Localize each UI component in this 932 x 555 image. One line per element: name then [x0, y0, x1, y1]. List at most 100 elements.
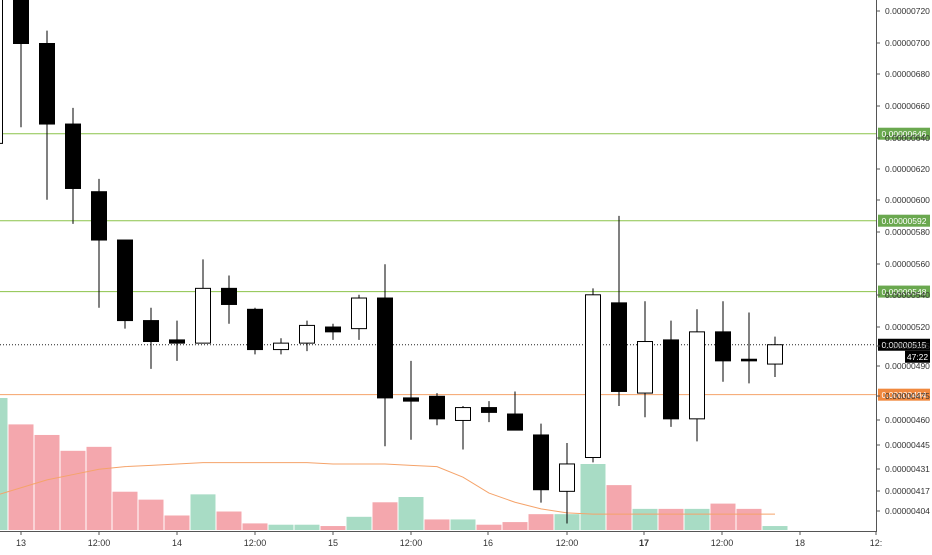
time-tick-label: 12:00 — [711, 538, 734, 548]
horizontal-levels: 0.00000646 0.00000592 0.00000548 0.00000484… — [0, 127, 930, 401]
candle-up — [585, 294, 601, 459]
volume-bar — [346, 516, 372, 530]
volume-bar — [8, 424, 34, 530]
candle-down — [715, 331, 731, 362]
time-tick-label: 13 — [16, 538, 26, 548]
price-tick-label: 0.00000620 — [885, 164, 930, 174]
volume-bar — [268, 524, 294, 530]
time-tick-label: 14 — [172, 538, 182, 548]
volume-bar — [372, 502, 398, 530]
level-label-bg — [878, 214, 930, 227]
volume-bar — [710, 503, 736, 530]
price-tick-label: 0.00000580 — [885, 227, 930, 237]
candle-down — [221, 287, 237, 305]
volume-bar — [60, 450, 86, 530]
current-price-label-bg — [878, 338, 930, 351]
candle-down — [429, 395, 445, 420]
price-tick-label: 0.00000431 — [885, 464, 930, 474]
candle-down — [143, 320, 159, 343]
candle-up — [455, 407, 471, 421]
price-tick-label: 0.00000417 — [885, 486, 930, 496]
candle-down — [377, 297, 393, 399]
time-tick-label: 12:00 — [244, 538, 267, 548]
time-tick-label: 12:00 — [88, 538, 111, 548]
volume-bar — [476, 524, 502, 530]
volume-bar — [0, 398, 8, 530]
price-tick-label: 0.00000640 — [885, 133, 930, 143]
volume-bar — [242, 523, 268, 530]
volume-bar — [606, 485, 632, 530]
volume-bar — [112, 491, 138, 530]
candle-down — [91, 191, 107, 241]
candle-up — [273, 342, 289, 351]
candle-down — [403, 397, 419, 402]
volume-bar — [502, 522, 528, 530]
time-tick-label: 12:00 — [556, 538, 579, 548]
level-label: 0.00000592 — [882, 216, 927, 226]
time-tick-label: 12:00 — [400, 538, 423, 548]
candle-up — [299, 324, 315, 344]
volume-bar — [398, 497, 424, 530]
candle-down — [13, 0, 29, 44]
price-tick-label: 0.00000490 — [885, 361, 930, 371]
candle-up — [351, 297, 367, 330]
price-tick-label: 0.00000460 — [885, 415, 930, 425]
countdown-label-bg — [905, 350, 930, 363]
level-label: 0.00000548 — [882, 287, 927, 297]
level-label: 0.00000646 — [882, 129, 927, 139]
candle-down — [65, 123, 81, 189]
candle-down — [39, 42, 55, 125]
time-tick-label: 12: — [870, 538, 883, 548]
candle-up — [195, 287, 211, 344]
candles-layer — [0, 0, 783, 524]
time-tick-label: 16 — [483, 538, 493, 548]
time-tick-label: 18 — [795, 538, 805, 548]
price-tick-label: 0.00000600 — [885, 195, 930, 205]
candle-down — [325, 326, 341, 333]
volume-ma-layer — [0, 462, 775, 515]
candle-up — [0, 0, 3, 144]
price-tick-label: 0.00000475 — [885, 391, 930, 401]
price-tick-label: 0.00000540 — [885, 290, 930, 300]
volume-bar — [580, 464, 606, 530]
price-tick-label: 0.00000560 — [885, 259, 930, 269]
volume-ma-line — [0, 462, 775, 515]
level-label-bg — [878, 388, 930, 401]
volume-bar — [736, 508, 762, 530]
volume-bar — [450, 519, 476, 530]
volume-bar — [164, 515, 190, 530]
candle-down — [507, 413, 523, 431]
volume-bar — [424, 519, 450, 530]
candle-down — [611, 302, 627, 392]
candle-up — [637, 341, 653, 394]
price-tick-label: 0.00000660 — [885, 101, 930, 111]
candle-up — [689, 331, 705, 420]
time-tick-label: 17 — [639, 538, 649, 548]
candle-up — [767, 344, 783, 365]
volume-bar — [658, 508, 684, 530]
candle-down — [481, 407, 497, 413]
candle-down — [663, 339, 679, 420]
level-label-bg — [878, 285, 930, 298]
current-price-label: 0.00000515 — [882, 340, 927, 350]
volume-bar — [762, 526, 788, 530]
price-tick-label: 0.00000404 — [885, 506, 930, 516]
price-tick-label: 0.00000445 — [885, 440, 930, 450]
price-tick-label: 0.00000505 — [885, 341, 930, 351]
candle-down — [533, 434, 549, 491]
price-tick-label: 0.00000700 — [885, 38, 930, 48]
volume-bar — [528, 514, 554, 530]
level-label-bg — [878, 127, 930, 140]
volume-bar — [320, 526, 346, 530]
time-tick-label: 15 — [328, 538, 338, 548]
volume-bar — [684, 508, 710, 530]
price-tick-label: 0.00000680 — [885, 69, 930, 79]
volume-bar — [190, 494, 216, 530]
volume-bar — [86, 446, 112, 530]
candle-up — [559, 463, 575, 492]
candle-down — [247, 308, 263, 351]
volume-bar — [216, 511, 242, 530]
